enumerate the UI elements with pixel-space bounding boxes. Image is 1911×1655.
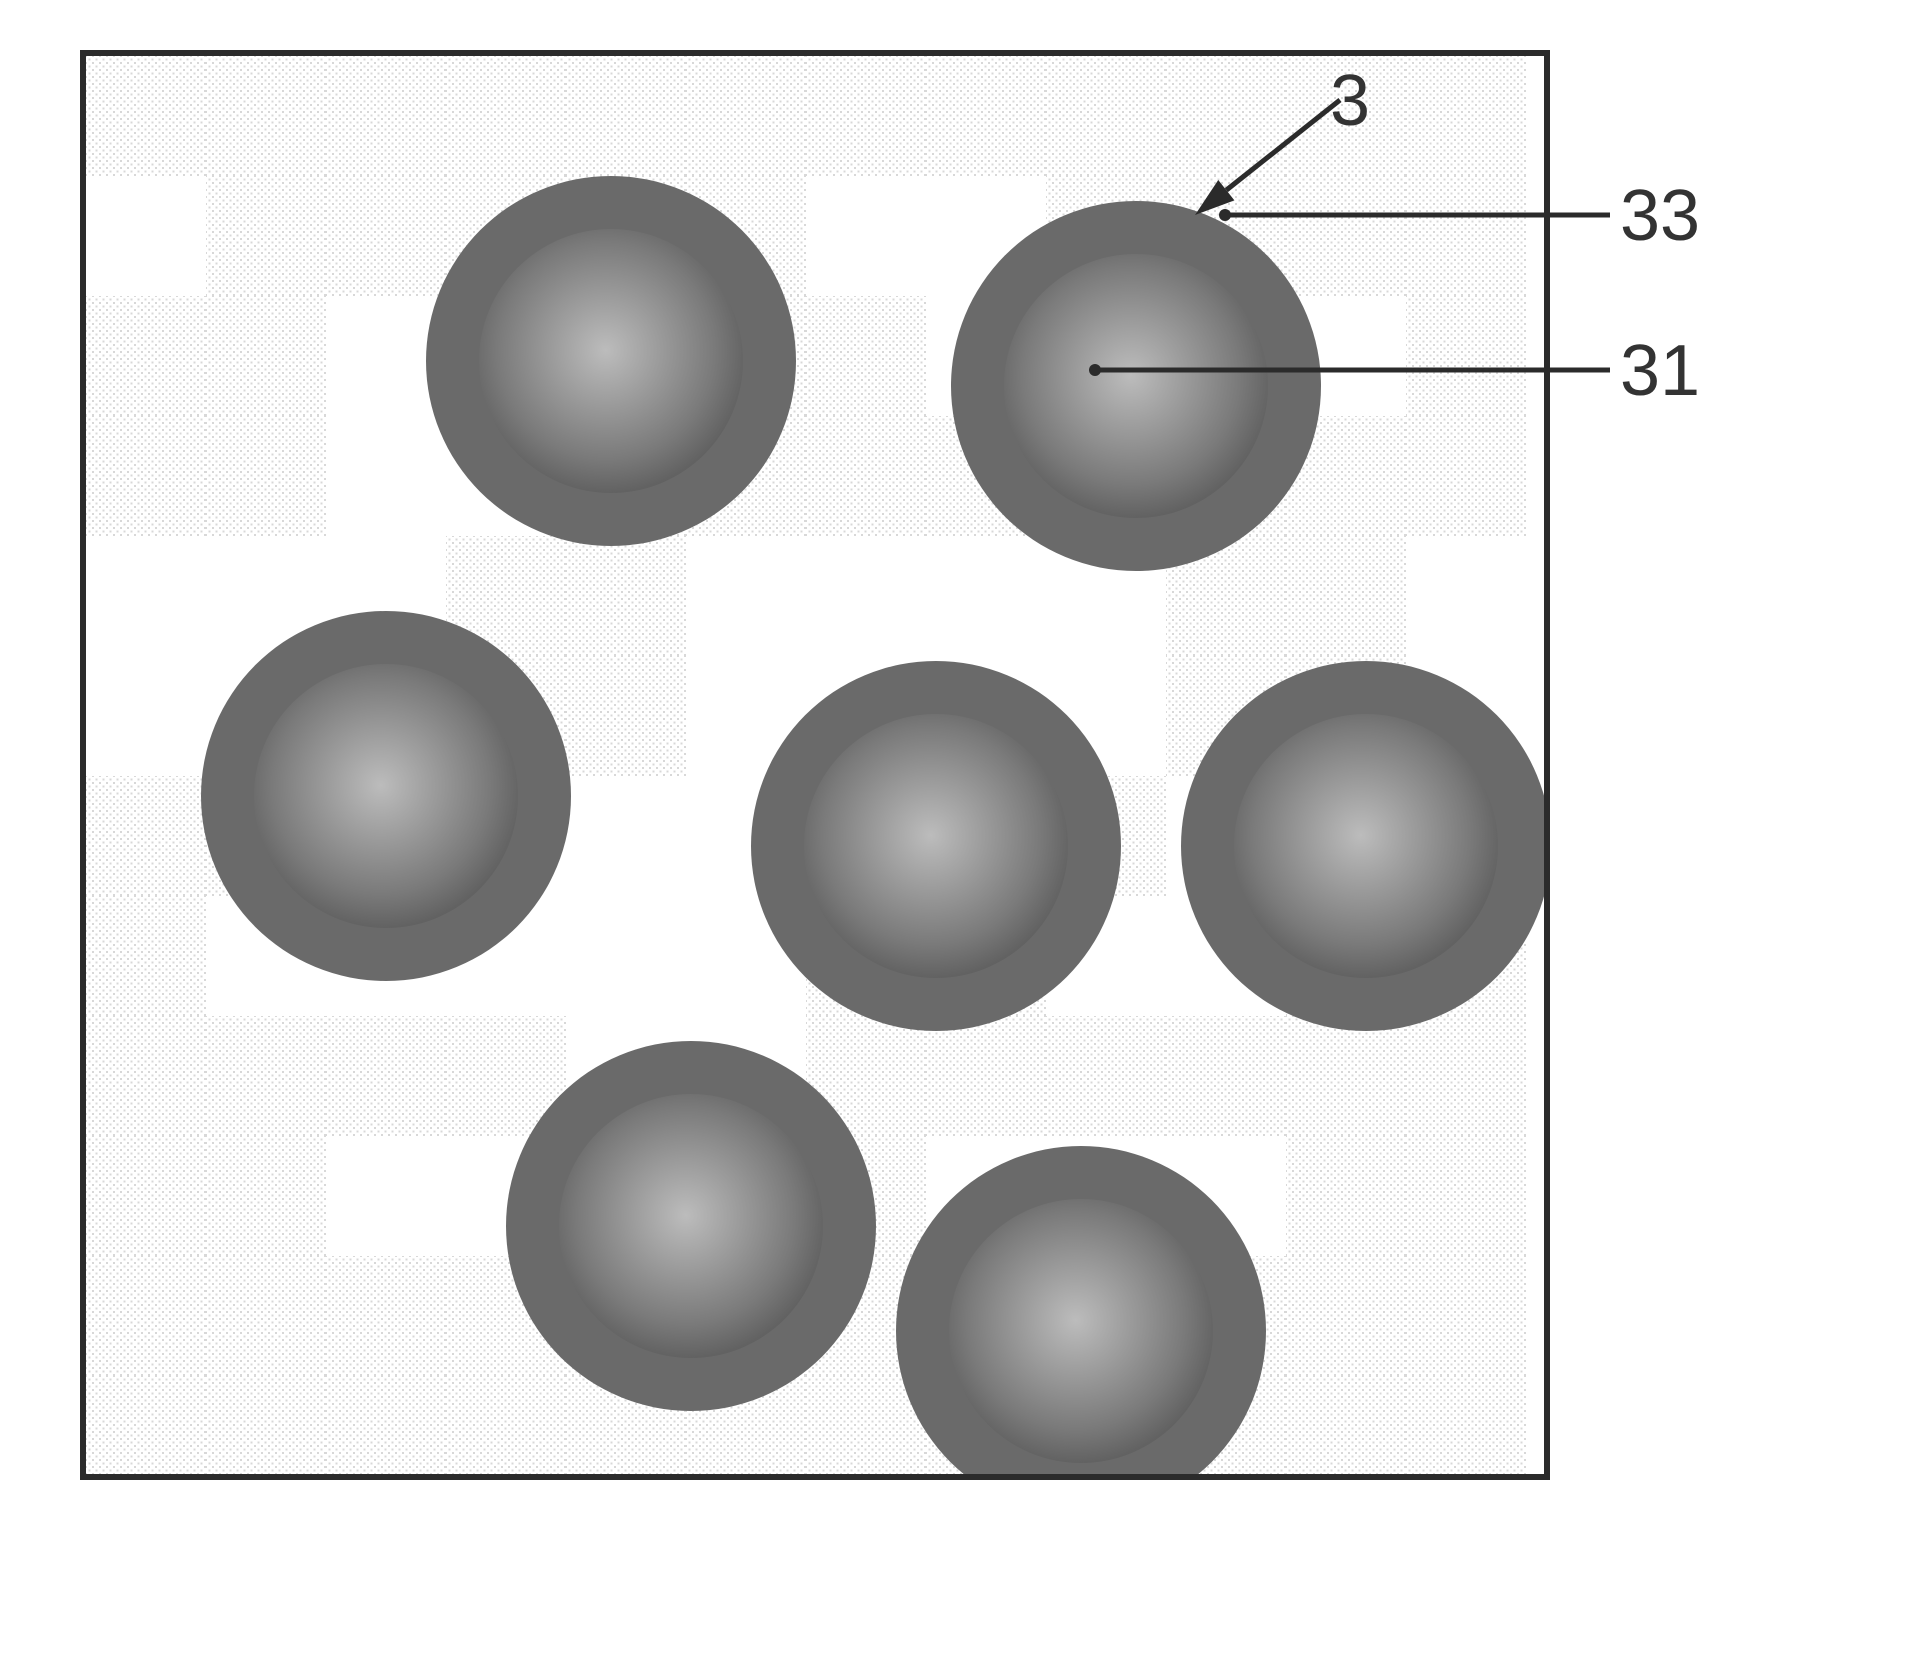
background-stipple-cell xyxy=(326,1376,446,1480)
label-3: 3 xyxy=(1330,60,1370,142)
frame xyxy=(80,50,1550,1480)
background-stipple-cell xyxy=(566,536,686,656)
background-stipple-cell xyxy=(1286,1016,1406,1136)
particle xyxy=(951,201,1321,571)
background-stipple-cell xyxy=(1286,176,1406,296)
particle-core xyxy=(559,1094,823,1358)
background-stipple-cell xyxy=(1166,1016,1286,1136)
background-stipple-cell xyxy=(206,56,326,176)
background-stipple-cell xyxy=(1286,536,1406,656)
background-stipple-cell xyxy=(926,1016,1046,1136)
background-stipple-cell xyxy=(1286,1376,1406,1480)
background-stipple-cell xyxy=(1046,1016,1166,1136)
particle-core xyxy=(254,664,518,928)
background-stipple-cell xyxy=(566,56,686,176)
background-stipple-cell xyxy=(1406,296,1526,416)
background-stipple-cell xyxy=(86,56,206,176)
particle-core xyxy=(949,1199,1213,1463)
background-stipple-cell xyxy=(86,1376,206,1480)
figure: 33331 xyxy=(0,0,1911,1655)
background-stipple-cell xyxy=(206,416,326,536)
background-stipple-cell xyxy=(86,1016,206,1136)
background-stipple-cell xyxy=(446,56,566,176)
background-stipple-cell xyxy=(206,1376,326,1480)
background-stipple-cell xyxy=(806,296,926,416)
background-stipple-cell xyxy=(206,1016,326,1136)
background-stipple-cell xyxy=(1406,1256,1526,1376)
particle-core xyxy=(479,229,743,493)
background-stipple-cell xyxy=(86,1136,206,1256)
background-stipple-cell xyxy=(806,56,926,176)
background-stipple-cell xyxy=(326,176,446,296)
background-stipple-cell xyxy=(206,1136,326,1256)
particle xyxy=(751,661,1121,1031)
background-stipple-cell xyxy=(686,56,806,176)
background-stipple-cell xyxy=(86,1256,206,1376)
background-stipple-cell xyxy=(1286,1256,1406,1376)
background-stipple-cell xyxy=(86,776,206,896)
background-stipple-cell xyxy=(806,416,926,536)
background-stipple-cell xyxy=(926,56,1046,176)
particle-core xyxy=(1004,254,1268,518)
background-stipple-cell xyxy=(1406,416,1526,536)
particle-core xyxy=(1234,714,1498,978)
particle xyxy=(896,1146,1266,1480)
background-stipple-cell xyxy=(206,1256,326,1376)
particle xyxy=(1181,661,1550,1031)
particle xyxy=(506,1041,876,1411)
background-stipple-cell xyxy=(326,1016,446,1136)
background-stipple-cell xyxy=(86,896,206,1016)
particle-core xyxy=(804,714,1068,978)
background-stipple-cell xyxy=(206,176,326,296)
background-stipple-cell xyxy=(326,56,446,176)
background-stipple-cell xyxy=(1406,176,1526,296)
background-stipple-cell xyxy=(86,416,206,536)
background-stipple-cell xyxy=(326,1256,446,1376)
particle xyxy=(201,611,571,981)
background-stipple-cell xyxy=(446,1376,566,1480)
background-stipple-cell xyxy=(1046,56,1166,176)
background-stipple-cell xyxy=(1406,1376,1526,1480)
particle xyxy=(426,176,796,546)
background-stipple-cell xyxy=(1406,1016,1526,1136)
background-stipple-cell xyxy=(1406,56,1526,176)
background-stipple-cell xyxy=(1166,56,1286,176)
background-stipple-cell xyxy=(86,296,206,416)
background-stipple-cell xyxy=(1406,1136,1526,1256)
label-33: 33 xyxy=(1620,175,1700,257)
background-stipple-cell xyxy=(1286,1136,1406,1256)
background-stipple-cell xyxy=(566,656,686,776)
background-stipple-cell xyxy=(206,296,326,416)
label-31: 31 xyxy=(1620,330,1700,412)
